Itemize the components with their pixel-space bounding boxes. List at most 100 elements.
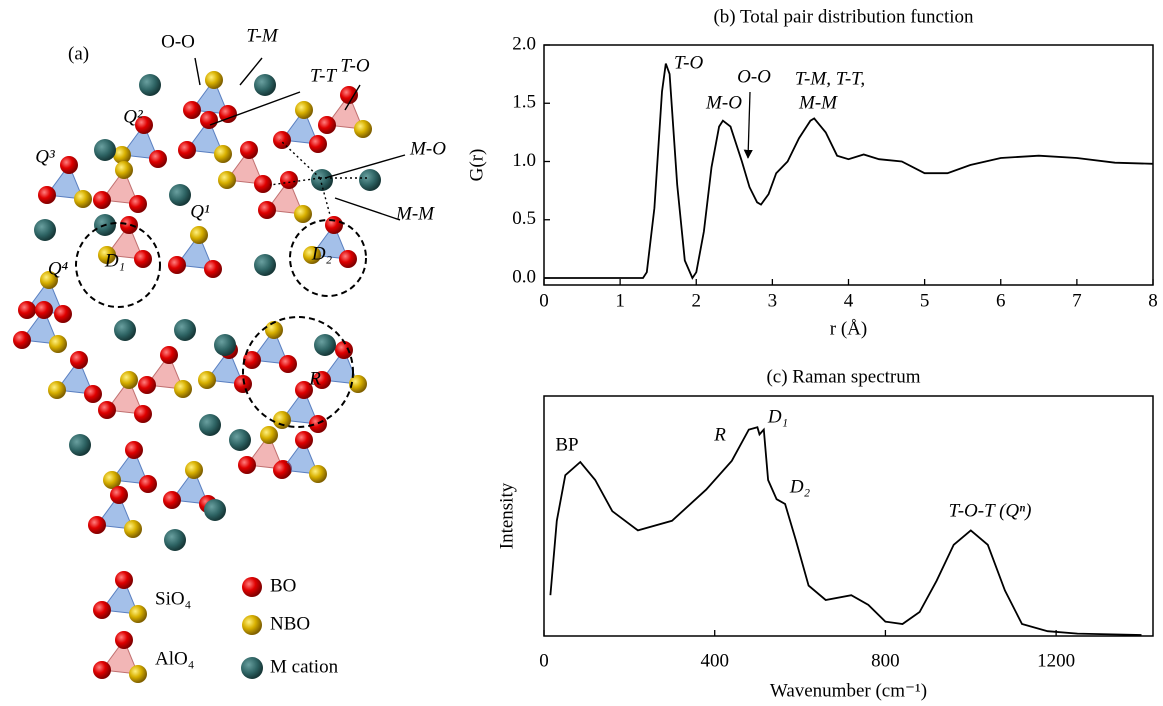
atom: [115, 571, 133, 589]
atom: [242, 615, 262, 635]
tetrahedron: [101, 578, 139, 615]
atom: [120, 216, 138, 234]
data-line: [549, 426, 1142, 636]
x-tick-label: 400: [700, 650, 729, 671]
annotation: R: [713, 424, 726, 445]
atom: [110, 486, 128, 504]
tetrahedron: [46, 163, 84, 200]
tetrahedron: [111, 448, 149, 485]
atom: [280, 171, 298, 189]
atom: [241, 657, 263, 679]
atom: [200, 111, 218, 129]
atom: [164, 529, 186, 551]
atom: [93, 661, 111, 679]
atom: [129, 195, 147, 213]
annotation: D₂: [789, 476, 811, 497]
diagram-label: M-O: [409, 138, 446, 159]
tetrahedron: [266, 178, 304, 215]
x-tick-label: 800: [871, 650, 900, 671]
atom: [185, 461, 203, 479]
diagram-label: O-O: [161, 31, 195, 52]
atom: [258, 201, 276, 219]
atom: [359, 169, 381, 191]
x-tick-label: 6: [996, 290, 1006, 311]
atom: [135, 116, 153, 134]
atom: [309, 415, 327, 433]
atom: [294, 205, 312, 223]
tetrahedron: [226, 148, 264, 185]
atom: [49, 335, 67, 353]
atom: [138, 376, 156, 394]
x-tick-label: 4: [844, 290, 854, 311]
atom: [273, 131, 291, 149]
legend-label: NBO: [270, 613, 310, 634]
atom: [238, 456, 256, 474]
annotation: M-O: [705, 92, 742, 113]
x-tick-label: 3: [768, 290, 778, 311]
atom: [115, 161, 133, 179]
tetrahedron: [206, 348, 244, 385]
atom: [229, 429, 251, 451]
atom: [134, 405, 152, 423]
tetrahedron: [176, 233, 214, 270]
atom: [124, 520, 142, 538]
y-tick-label: 2.0: [512, 33, 536, 54]
annotation: T-M, T-T,: [795, 68, 865, 89]
atom: [335, 341, 353, 359]
y-tick-label: 1.5: [512, 92, 536, 113]
tetrahedron: [106, 378, 144, 415]
atom: [74, 190, 92, 208]
ring-marker: [289, 219, 367, 297]
bond-pointer: [324, 154, 406, 179]
atom: [160, 346, 178, 364]
atom: [129, 665, 147, 683]
atom: [174, 380, 192, 398]
atom: [174, 319, 196, 341]
y-axis-label: G(r): [466, 149, 487, 182]
diagram-label: Q²: [123, 106, 143, 127]
atom: [279, 355, 297, 373]
atom: [134, 250, 152, 268]
x-tick-label: 5: [920, 290, 930, 311]
atom: [190, 226, 208, 244]
bond-pointer: [279, 139, 321, 179]
atom: [254, 175, 272, 193]
atom: [273, 461, 291, 479]
diagram-label: M-M: [395, 203, 435, 224]
chart-title: (b) Total pair distribution function: [713, 6, 974, 27]
legend-label: SiO₄: [155, 588, 191, 609]
atom: [115, 631, 133, 649]
tetrahedron: [101, 638, 139, 675]
tetrahedron: [146, 353, 184, 390]
x-tick-label: 2: [692, 290, 702, 311]
atom: [93, 601, 111, 619]
atom: [214, 145, 232, 163]
atom: [265, 321, 283, 339]
diagram-label: T-T: [310, 65, 337, 86]
atom: [318, 116, 336, 134]
x-tick-label: 7: [1072, 290, 1082, 311]
atom: [218, 171, 236, 189]
atom: [18, 301, 36, 319]
tetrahedron: [121, 123, 159, 160]
atom: [98, 401, 116, 419]
annotation: M-M: [798, 92, 838, 113]
x-tick-label: 0: [539, 650, 549, 671]
atom: [325, 216, 343, 234]
atom: [205, 71, 223, 89]
tetrahedron: [186, 118, 224, 155]
plot-frame: [543, 395, 1154, 637]
atom: [204, 260, 222, 278]
structure-diagram: [13, 57, 406, 683]
bond-pointer: [194, 57, 201, 86]
ring-marker: [75, 222, 161, 308]
atom: [295, 431, 313, 449]
atom: [34, 219, 56, 241]
atom: [309, 135, 327, 153]
atom: [60, 156, 78, 174]
atom: [214, 334, 236, 356]
atom: [169, 184, 191, 206]
diagram-label: T-O: [340, 55, 369, 76]
atom: [114, 319, 136, 341]
atom: [219, 105, 237, 123]
